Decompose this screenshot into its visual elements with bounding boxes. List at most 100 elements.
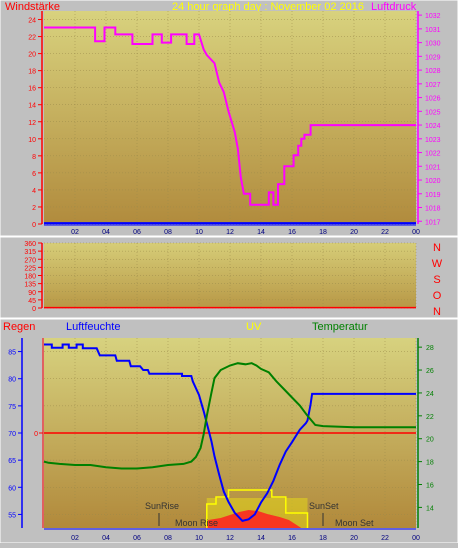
direction-letter: N: [433, 242, 441, 254]
humidity-x-tick-label: 06: [133, 535, 141, 542]
pressure-tick-label: 1032: [425, 13, 441, 20]
humidity-tick-label: 80: [8, 377, 16, 384]
moonrise-label: Moon Rise: [175, 518, 218, 528]
sunset-label: SunSet: [309, 501, 339, 511]
uv-index-line: [206, 489, 309, 528]
pressure-line: [44, 26, 416, 206]
wind-tick-label: 6: [32, 171, 36, 178]
wind-tick-label: 12: [28, 120, 36, 127]
humidity-x-tick-label: 12: [226, 535, 234, 542]
direction-tick-label: 315: [24, 249, 36, 256]
direction-tick-label: 180: [24, 274, 36, 281]
direction-letter: W: [432, 258, 443, 270]
date-title: 24 hour graph day : November 02 2016: [172, 1, 364, 13]
wind-tick-label: 0: [32, 222, 36, 229]
humidity-tick-label: 65: [8, 458, 16, 465]
humidity-x-tick-label: 18: [319, 535, 327, 542]
pressure-tick-label: 1017: [425, 219, 441, 226]
wind-x-tick-label: 20: [350, 229, 358, 236]
humidity-tick-label: 75: [8, 404, 16, 411]
pressure-tick-label: 1022: [425, 151, 441, 158]
wind-tick-label: 16: [28, 86, 36, 93]
sunrise-label: SunRise: [145, 501, 179, 511]
temperature-tick-label: 26: [426, 368, 434, 375]
direction-tick-label: 90: [28, 290, 36, 297]
humidity-x-tick-label: 22: [381, 535, 389, 542]
humidity-x-tick-label: 14: [257, 535, 265, 542]
wind-tick-label: 20: [28, 52, 36, 59]
direction-letter: O: [433, 290, 442, 302]
pressure-tick-label: 1028: [425, 68, 441, 75]
wind-x-tick-label: 22: [381, 229, 389, 236]
humidity-tick-label: 85: [8, 350, 16, 357]
humidity-x-tick-label: 00: [412, 535, 420, 542]
humidity-x-tick-label: 10: [195, 535, 203, 542]
pressure-tick-label: 1019: [425, 192, 441, 199]
wind-x-tick-label: 00: [412, 229, 420, 236]
temperature-tick-label: 28: [426, 345, 434, 352]
pressure-tick-label: 1023: [425, 137, 441, 144]
uv-title: UV: [246, 321, 262, 333]
humidity-x-tick-label: 08: [164, 535, 172, 542]
wind-tick-label: 2: [32, 205, 36, 212]
temperature-tick-label: 14: [426, 505, 434, 512]
uv-level-area: [205, 510, 302, 528]
humidity-line: [44, 343, 416, 523]
rain-tick-label: 0: [34, 431, 38, 438]
humidity-x-tick-label: 04: [102, 535, 110, 542]
temperature-tick-label: 24: [426, 391, 434, 398]
wind-tick-label: 22: [28, 35, 36, 42]
temperature-title: Temperatur: [312, 321, 368, 333]
wind-tick-label: 18: [28, 69, 36, 76]
humidity-title: Luftfeuchte: [66, 321, 120, 333]
wind-x-tick-label: 12: [226, 229, 234, 236]
rain-title: Regen: [3, 321, 35, 333]
pressure-tick-label: 1030: [425, 41, 441, 48]
temperature-tick-label: 16: [426, 483, 434, 490]
pressure-tick-label: 1025: [425, 109, 441, 116]
wind-tick-label: 24: [28, 18, 36, 25]
direction-tick-label: 225: [24, 265, 36, 272]
pressure-tick-label: 1031: [425, 27, 441, 34]
direction-tick-label: 135: [24, 282, 36, 289]
humidity-tick-label: 70: [8, 431, 16, 438]
temperature-tick-label: 22: [426, 414, 434, 421]
humidity-x-tick-label: 02: [71, 535, 79, 542]
pressure-tick-label: 1018: [425, 206, 441, 213]
pressure-tick-label: 1026: [425, 96, 441, 103]
direction-tick-label: 0: [32, 306, 36, 313]
humidity-x-tick-label: 20: [350, 535, 358, 542]
wind-x-tick-label: 16: [288, 229, 296, 236]
pressure-tick-label: 1029: [425, 54, 441, 61]
moonset-label: Moon Set: [335, 518, 374, 528]
pressure-tick-label: 1024: [425, 123, 441, 130]
wind-x-tick-label: 06: [133, 229, 141, 236]
wind-x-tick-label: 02: [71, 229, 79, 236]
wind-x-tick-label: 04: [102, 229, 110, 236]
temperature-tick-label: 20: [426, 437, 434, 444]
pressure-tick-label: 1021: [425, 164, 441, 171]
direction-tick-label: 270: [24, 257, 36, 264]
direction-tick-label: 45: [28, 298, 36, 305]
wind-tick-label: 4: [32, 188, 36, 195]
wind-x-tick-label: 18: [319, 229, 327, 236]
direction-tick-label: 360: [24, 241, 36, 248]
pressure-tick-label: 1027: [425, 82, 441, 89]
humidity-tick-label: 55: [8, 512, 16, 519]
wind-tick-label: 8: [32, 154, 36, 161]
wind-x-tick-label: 14: [257, 229, 265, 236]
humidity-x-tick-label: 16: [288, 535, 296, 542]
temperature-line: [43, 362, 416, 470]
wind-title: Windstärke: [5, 1, 60, 13]
wind-x-tick-label: 08: [164, 229, 172, 236]
temperature-tick-label: 18: [426, 460, 434, 467]
wind-x-tick-label: 10: [195, 229, 203, 236]
pressure-title: Luftdruck: [371, 1, 417, 13]
humidity-tick-label: 60: [8, 485, 16, 492]
wind-tick-label: 10: [28, 137, 36, 144]
direction-letter: N: [433, 306, 441, 318]
direction-letter: S: [433, 274, 440, 286]
wind-tick-label: 14: [28, 103, 36, 110]
